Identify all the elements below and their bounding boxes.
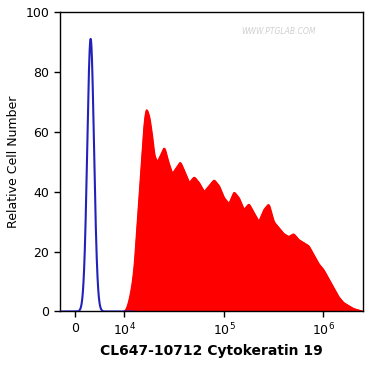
X-axis label: CL647-10712 Cytokeratin 19: CL647-10712 Cytokeratin 19 (100, 344, 323, 358)
Y-axis label: Relative Cell Number: Relative Cell Number (7, 96, 20, 228)
Text: WWW.PTGLAB.COM: WWW.PTGLAB.COM (241, 27, 315, 36)
